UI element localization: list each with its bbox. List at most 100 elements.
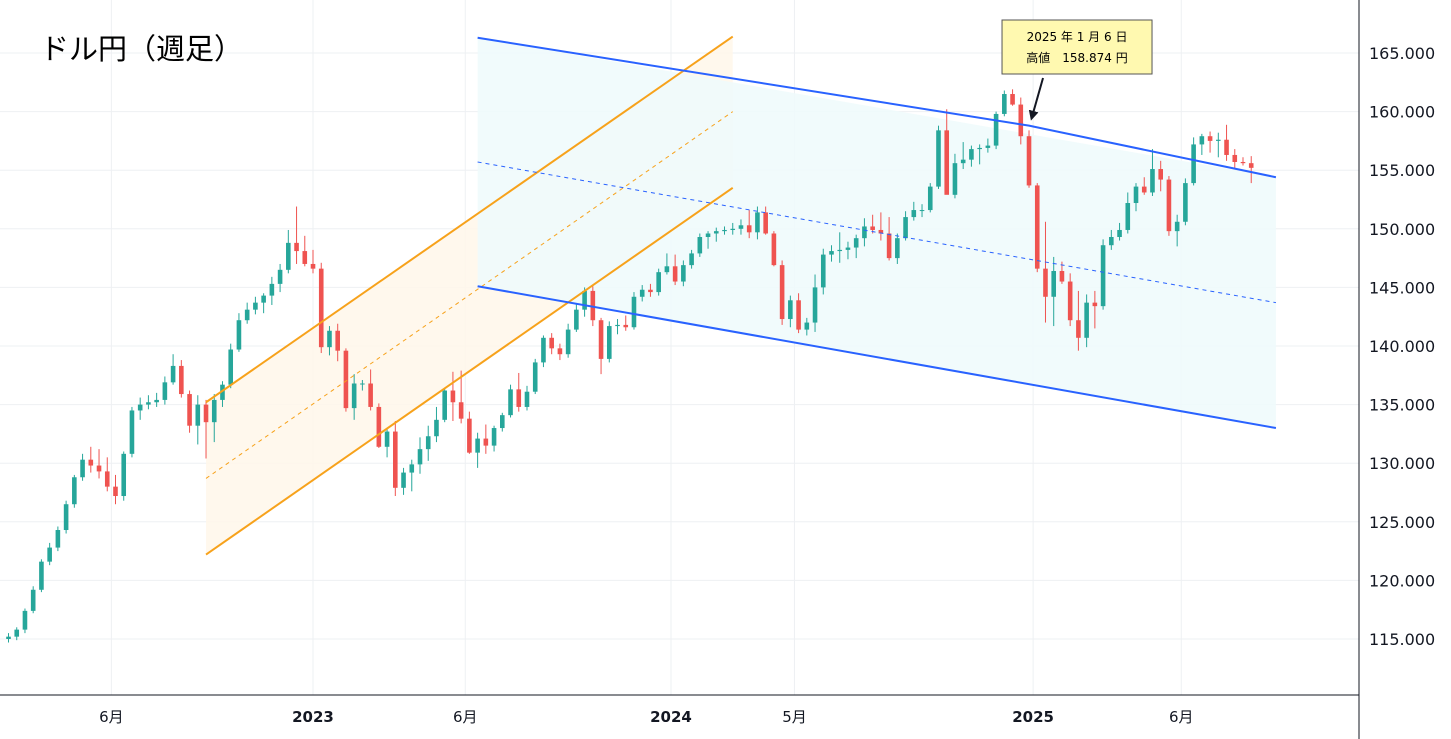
candle [837, 232, 843, 263]
candle [1034, 183, 1040, 273]
candle-body [1174, 221, 1180, 232]
candle [820, 248, 826, 295]
candle [14, 627, 20, 641]
candles [6, 89, 1254, 643]
candle-body [829, 251, 834, 255]
candle-body [409, 464, 415, 473]
channel-upper-line [205, 35, 734, 404]
candle [113, 474, 118, 505]
price-axis-labels: 115.000 120.000 125.000 130.000 135.000 140.0… [1369, 44, 1435, 649]
candle [162, 376, 168, 405]
candle [500, 412, 505, 432]
candle [952, 153, 958, 199]
candle [960, 142, 966, 170]
candle [129, 406, 135, 458]
candle [6, 633, 11, 643]
candle-body [1084, 302, 1089, 338]
candle [195, 395, 201, 445]
candle [425, 425, 431, 461]
candle-body [977, 147, 982, 150]
candle-body [862, 226, 867, 239]
candle-body [286, 242, 291, 270]
candle-body [63, 504, 69, 531]
candle-body [886, 233, 892, 259]
candle-body [1034, 185, 1040, 269]
candle [72, 474, 77, 508]
candle-body [425, 436, 431, 450]
candle [154, 392, 159, 407]
candle-body [368, 383, 373, 407]
candle [1216, 132, 1221, 158]
candle-body [648, 289, 653, 293]
candle-body [55, 530, 61, 548]
candle-body [771, 233, 777, 266]
candle [1150, 149, 1155, 196]
candle [582, 287, 587, 317]
candle-body [722, 229, 727, 232]
candle-body [434, 419, 439, 437]
candle-body [598, 320, 604, 359]
candle-body [1117, 229, 1122, 238]
y-tick-label: 125.000 [1369, 513, 1435, 532]
candle [286, 229, 291, 274]
candle [1224, 124, 1229, 161]
channel-mid-line [205, 111, 734, 479]
y-tick-label: 150.000 [1369, 220, 1435, 239]
candle [870, 214, 875, 234]
candle-body [936, 130, 941, 187]
candle [516, 372, 522, 412]
annotation-box [1001, 19, 1153, 75]
candle [1018, 97, 1024, 145]
candle-body [952, 163, 958, 195]
candle [796, 293, 801, 334]
candle [993, 111, 999, 150]
candle [269, 276, 275, 305]
candle [88, 446, 94, 473]
candle-body [1216, 139, 1221, 141]
candle-body [590, 290, 596, 321]
annotation-arrow [1028, 77, 1044, 121]
candle-body [1232, 154, 1238, 162]
candle [524, 385, 530, 411]
channel-fills [206, 36, 1276, 555]
candle [804, 317, 810, 336]
candle [615, 319, 620, 335]
candle-body [788, 300, 793, 320]
annotation: 2025 年 1 月 6 日 高値 158.874 円 [1001, 19, 1153, 121]
candle [1051, 256, 1057, 327]
candle [104, 457, 110, 492]
candle [1084, 294, 1089, 348]
candle-body [582, 290, 587, 310]
candle-body [985, 145, 991, 148]
candle-body [524, 391, 530, 407]
candle [475, 432, 480, 468]
candle [648, 283, 653, 297]
channel-fill [477, 37, 1276, 429]
candle-body [277, 269, 283, 284]
candle [211, 394, 217, 443]
candle-body [960, 159, 966, 164]
candle-body [845, 247, 851, 250]
candle-body [672, 266, 678, 282]
candle-body [154, 399, 159, 403]
candle-body [639, 289, 645, 297]
candle [187, 390, 192, 433]
candle-body [1207, 136, 1213, 141]
candle [409, 459, 415, 492]
candle-body [878, 229, 884, 234]
candle [22, 608, 28, 634]
y-tick-label: 120.000 [1369, 571, 1435, 590]
candle [96, 449, 102, 479]
candle [384, 428, 390, 458]
candle [1174, 214, 1180, 247]
candle-body [705, 233, 711, 238]
candle [376, 403, 382, 448]
candle [878, 212, 884, 241]
candle [911, 201, 917, 221]
candle [30, 586, 36, 614]
candle [779, 260, 785, 325]
candle-body [475, 438, 480, 453]
candle [532, 358, 538, 395]
x-tick-label: 6月 [1169, 708, 1194, 726]
